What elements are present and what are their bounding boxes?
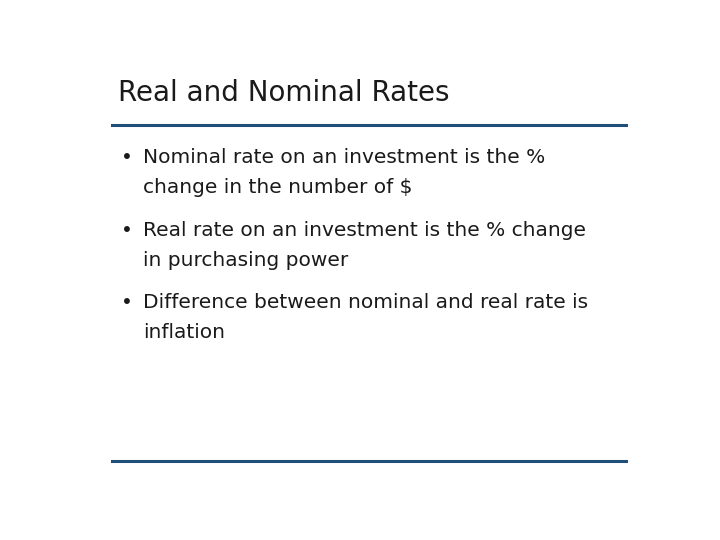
Text: inflation: inflation (143, 323, 225, 342)
Text: Difference between nominal and real rate is: Difference between nominal and real rate… (143, 294, 588, 313)
Text: •: • (121, 294, 132, 313)
Text: •: • (121, 148, 132, 167)
Text: Real rate on an investment is the % change: Real rate on an investment is the % chan… (143, 221, 586, 240)
Text: in purchasing power: in purchasing power (143, 251, 348, 269)
Text: Real and Nominal Rates: Real and Nominal Rates (118, 79, 449, 107)
Text: Nominal rate on an investment is the %: Nominal rate on an investment is the % (143, 148, 545, 167)
Text: •: • (121, 221, 132, 240)
Text: change in the number of $: change in the number of $ (143, 178, 413, 197)
